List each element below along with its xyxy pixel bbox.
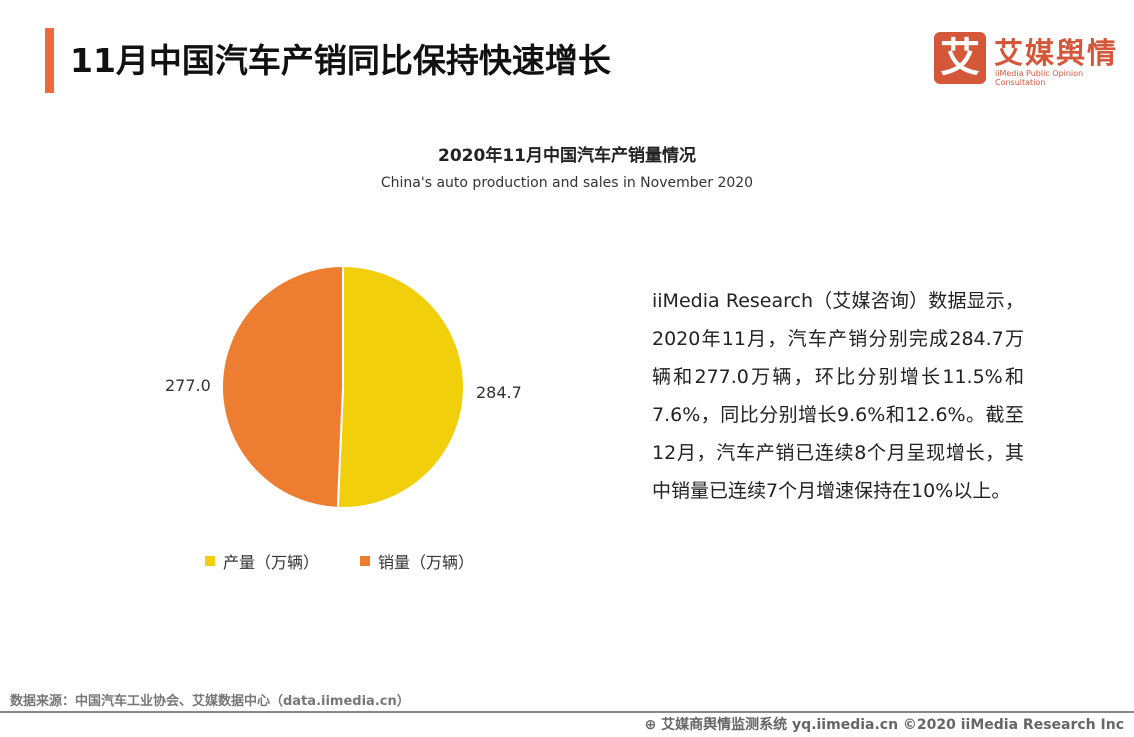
slice-label-production: 284.7 bbox=[476, 383, 522, 402]
legend-item-production: 产量（万辆） bbox=[205, 549, 319, 573]
description-text: iiMedia Research（艾媒咨询）数据显示，2020年11月，汽车产销… bbox=[652, 290, 1024, 502]
chart-subtitle: China's auto production and sales in Nov… bbox=[380, 175, 754, 191]
data-source: 数据来源：中国汽车工业协会、艾媒数据中心（data.iimedia.cn） bbox=[10, 694, 410, 709]
slice-label-sales: 277.0 bbox=[165, 376, 211, 395]
footer-text: ⊕ 艾媒商舆情监测系统 yq.iimedia.cn ©2020 iiMedia … bbox=[645, 714, 1124, 734]
chart-title: 2020年11月中国汽车产销量情况 bbox=[438, 146, 696, 166]
legend-swatch bbox=[205, 556, 215, 566]
legend-label: 产量（万辆） bbox=[223, 553, 320, 572]
pie-slice-0 bbox=[336, 264, 465, 509]
logo-mark: 艾 bbox=[934, 32, 986, 84]
logo-text: 艾媒舆情 bbox=[994, 36, 1119, 70]
legend-swatch bbox=[360, 556, 370, 566]
footer-divider bbox=[0, 711, 1134, 713]
logo-subtext: iiMedia Public Opinion Consultation bbox=[995, 69, 1084, 87]
title-accent-bar bbox=[45, 28, 54, 93]
page-title: 11月中国汽车产销同比保持快速增长 bbox=[70, 41, 611, 80]
pie-slice-1 bbox=[221, 264, 344, 509]
legend-item-sales: 销量（万辆） bbox=[360, 549, 474, 573]
footer-copyright: 艾媒商舆情监测系统 yq.iimedia.cn ©2020 iiMedia Re… bbox=[661, 717, 1124, 733]
legend-label: 销量（万辆） bbox=[378, 553, 475, 572]
globe-icon: ⊕ bbox=[644, 717, 662, 733]
